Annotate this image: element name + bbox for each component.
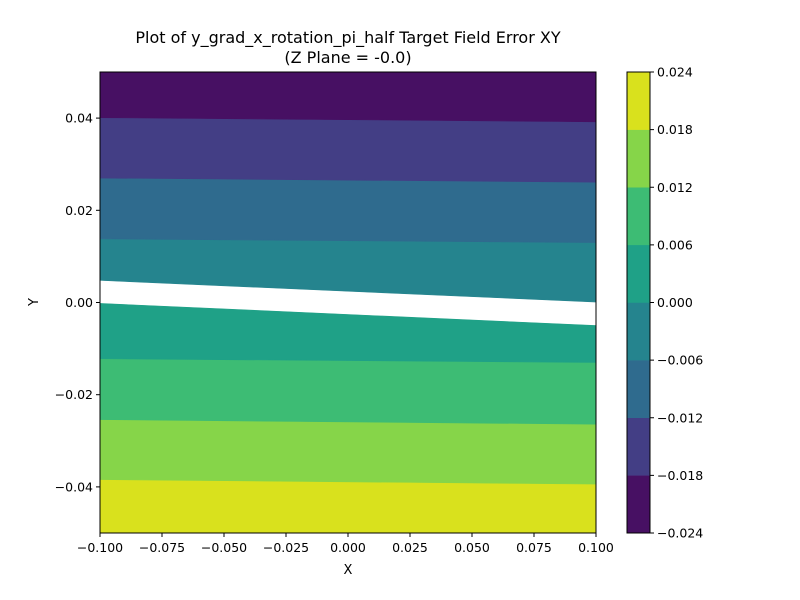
- y-axis-label: Y: [27, 298, 42, 307]
- colorbar-segment-5: [626, 187, 651, 246]
- x-axis: −0.100 −0.075 −0.050 −0.025 0.000 0.025 0.050 0…: [77, 533, 614, 555]
- colorbar-tick-label: 0.018: [657, 122, 693, 137]
- colorbar-tick-label: 0.012: [657, 180, 693, 195]
- colorbar-segment-4: [626, 244, 651, 303]
- colorbar-segment-7: [626, 71, 651, 130]
- y-tick-label: 0.02: [65, 203, 93, 218]
- y-tick-label: 0.04: [65, 111, 93, 126]
- colorbar-segment-6: [626, 129, 651, 188]
- x-tick-label: 0.075: [516, 540, 552, 555]
- contour-band-4: [99, 238, 597, 303]
- x-tick-label: −0.075: [139, 540, 185, 555]
- contour-band-2: [99, 358, 597, 425]
- contour-band-5: [99, 177, 597, 243]
- colorbar-tick-label: −0.024: [657, 526, 703, 541]
- y-axis: 0.04 0.02 0.00 −0.02 −0.04: [55, 111, 100, 494]
- colorbar-tick-label: 0.000: [657, 295, 693, 310]
- colorbar-segment-0: [626, 475, 651, 534]
- y-tick-label: 0.00: [65, 295, 93, 310]
- colorbar-tick-label: −0.006: [657, 353, 703, 368]
- y-tick-label: −0.04: [55, 479, 93, 494]
- colorbar-tick-label: −0.012: [657, 410, 703, 425]
- colorbar-tick-label: 0.024: [657, 65, 693, 80]
- x-tick-label: −0.100: [77, 540, 123, 555]
- colorbar-segment-2: [626, 359, 651, 418]
- x-tick-label: −0.025: [263, 540, 309, 555]
- x-axis-label: X: [344, 563, 353, 578]
- colorbar-segment-3: [626, 302, 651, 361]
- chart-title: Plot of y_grad_x_rotation_pi_half Target…: [135, 28, 560, 48]
- x-tick-label: 0.050: [454, 540, 490, 555]
- colorbar-segment-1: [626, 417, 651, 476]
- contour-band-3: [99, 303, 597, 363]
- y-tick-label: −0.02: [55, 387, 93, 402]
- contour-band-7: [99, 71, 597, 123]
- contour-band-6: [99, 117, 597, 183]
- contour-band-1: [99, 419, 597, 485]
- colorbar-tick-label: −0.018: [657, 468, 703, 483]
- chart-subtitle: (Z Plane = -0.0): [284, 48, 411, 67]
- contour-band-0: [99, 479, 597, 534]
- x-tick-label: 0.025: [392, 540, 428, 555]
- x-tick-label: −0.050: [201, 540, 247, 555]
- colorbar: −0.024 −0.018 −0.012 −0.006 0.000 0.006 0.012 0…: [626, 65, 703, 541]
- colorbar-tick-label: 0.006: [657, 237, 693, 252]
- x-tick-label: 0.100: [578, 540, 614, 555]
- x-tick-label: 0.000: [330, 540, 366, 555]
- plot-area: [99, 71, 597, 534]
